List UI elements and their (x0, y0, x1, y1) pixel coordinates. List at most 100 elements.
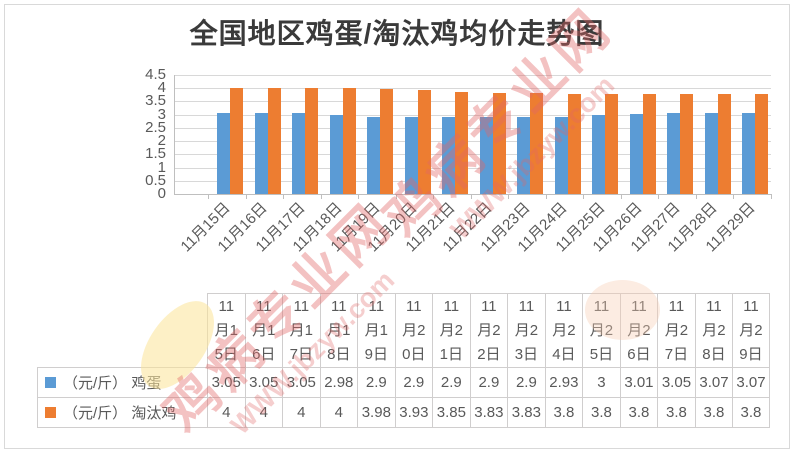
chart-border-frame (4, 4, 790, 449)
table-value-cell: 2.98 (319, 368, 358, 398)
table-header-line: 11 (293, 297, 310, 315)
table-value-cell: 3.07 (732, 368, 770, 398)
x-axis-tick (208, 194, 209, 199)
table-header-line: 月2 (552, 321, 576, 339)
y-axis-labels: 0 0.5 1 1.5 2 2.5 3 3.5 4 4.5 (96, 66, 166, 202)
table-value-cell: 3.8 (619, 398, 658, 428)
bar-egg (592, 114, 606, 194)
table-header-cell: 11 月2 3日 (507, 293, 545, 368)
table-header-line: 月2 (627, 321, 651, 339)
table-header-line: 1日 (439, 345, 464, 363)
table-header-cell: 11 月2 9日 (732, 293, 770, 368)
x-axis-tick (695, 194, 697, 199)
gridline (175, 180, 771, 182)
table-value-cell: 3.05 (207, 368, 245, 398)
table-header-cell: 11 月2 8日 (694, 293, 733, 368)
table-header-line: 月2 (439, 321, 464, 339)
table-header-line: 月2 (477, 321, 501, 339)
table-value-cell: 2.9 (469, 368, 508, 398)
bar-egg (217, 113, 230, 194)
table-header-line: 11 (481, 297, 497, 315)
table-header-line: 11 (743, 297, 759, 315)
bar-chicken (380, 88, 394, 194)
table-value-cell: 3.8 (582, 398, 620, 428)
table-value-cell: 3.8 (694, 398, 733, 428)
bar-egg (742, 112, 756, 194)
table-header-line: 2日 (477, 345, 501, 363)
bar-egg (254, 113, 268, 194)
table-value-cell: 4 (207, 398, 245, 428)
table-value-cell: 3.05 (282, 368, 320, 398)
bar-chicken (342, 88, 356, 194)
x-axis-tick (358, 194, 360, 199)
table-value-cell: 2.9 (394, 368, 433, 398)
y-axis-tick-label: 1.5 (145, 145, 166, 163)
legend-label: （元/斤） 鸡蛋 (63, 375, 162, 392)
bar-chicken (567, 93, 581, 194)
table-header-cell: 11 月2 1日 (432, 293, 470, 368)
table-header-line: 月2 (739, 321, 763, 339)
bar-chicken (605, 93, 619, 194)
table-header-line: 月2 (514, 321, 539, 339)
table-value-cell: 3.8 (657, 398, 695, 428)
table-value-cell: 2.93 (544, 368, 583, 398)
table-header-cell: 11 月2 0日 (394, 293, 433, 368)
legend-label: （元/斤） 淘汰鸡 (63, 405, 177, 422)
bar-egg (404, 117, 418, 194)
bar-egg (367, 117, 381, 194)
table-header-line: 11 (331, 297, 347, 315)
table-corner-blank (37, 293, 207, 368)
table-value-cell: 3.93 (394, 398, 433, 428)
table-header-cell: 11 月1 7日 (282, 293, 320, 368)
table-value-cell: 3.01 (619, 368, 658, 398)
table-value-cell: 2.9 (432, 368, 470, 398)
bar-chicken (305, 88, 319, 194)
gridline (175, 114, 771, 116)
table-value-cell: 3.83 (469, 398, 508, 428)
gridline (175, 88, 771, 90)
x-axis-tick (733, 194, 735, 199)
y-axis-tick-label: 0 (157, 185, 166, 202)
x-axis-tick (395, 194, 397, 199)
table-header-line: 月1 (289, 321, 313, 339)
plot-area (174, 75, 772, 199)
table-header-line: 5日 (214, 345, 238, 363)
table-value-cell: 4 (319, 398, 358, 428)
bar-egg (292, 113, 306, 194)
table-legend-cell: （元/斤） 淘汰鸡 (37, 398, 207, 428)
y-axis-tick-label: 4 (157, 79, 166, 97)
bar-egg (329, 115, 343, 194)
x-axis-tick (620, 194, 622, 199)
table-header-cell: 11 月1 6日 (244, 293, 283, 368)
table-value-cell: 3.05 (244, 368, 283, 398)
x-axis-tick (545, 194, 547, 199)
table-header-line: 7日 (289, 345, 313, 363)
table-value-cell: 3.85 (432, 398, 470, 428)
table-value-cell: 3.83 (507, 398, 545, 428)
table-header-line: 6日 (627, 345, 651, 363)
table-header-cell: 11 月2 2日 (469, 293, 508, 368)
table-header-cell: 11 月1 9日 (357, 293, 395, 368)
table-header-line: 11 (255, 297, 272, 315)
gridline (175, 75, 771, 76)
bar-egg (667, 113, 681, 194)
table-value-cell: 2.9 (507, 368, 545, 398)
table-header-cell: 11 月1 8日 (319, 293, 358, 368)
legend-marker-chicken (45, 407, 56, 418)
table-header-line: 月2 (664, 321, 689, 339)
table-value-cell: 3.05 (657, 368, 695, 398)
table-header-line: 6日 (252, 345, 276, 363)
bar-chicken (230, 88, 243, 194)
table-header-line: 月1 (327, 321, 351, 339)
table-header-line: 3日 (514, 345, 539, 363)
table-header-line: 11 (518, 297, 535, 315)
table-header-line: 月1 (364, 321, 388, 339)
table-value-cell: 3.98 (357, 398, 395, 428)
table-value-cell: 3.8 (732, 398, 770, 428)
chart-title: 全国地区鸡蛋/淘汰鸡均价走势图 (189, 18, 605, 49)
table-header-line: 月2 (402, 321, 426, 339)
bar-chicken (717, 93, 731, 194)
bar-chicken (417, 90, 431, 194)
table-header-line: 7日 (664, 345, 689, 363)
table-value-cell: 4 (282, 398, 320, 428)
